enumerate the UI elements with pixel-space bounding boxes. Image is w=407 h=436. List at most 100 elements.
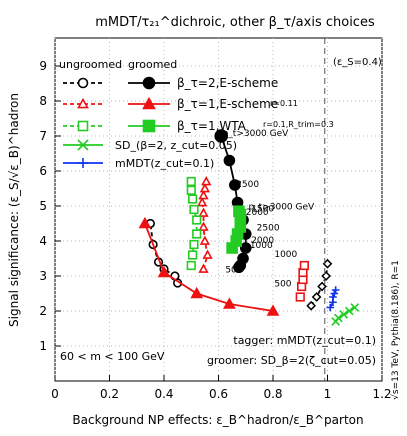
- data-point: [190, 286, 204, 299]
- data-point: [77, 120, 89, 132]
- legend-row: mMDT(z_cut=0.1): [63, 157, 214, 170]
- y-tick-label: 9: [39, 59, 47, 73]
- legend-label: SD_(β=2, z_cut=0.05): [115, 139, 237, 152]
- x-axis-label: Background NP effects: ε_B^hadron/ε_B^pa…: [72, 413, 363, 427]
- data-point: [223, 154, 236, 167]
- legend: β_τ=2,E-scheme β_τ=1,E-scheme β_τ=1,WTA SD_…: [63, 76, 278, 170]
- y-axis-label: Signal significance: (ε_S/√ε_B)^hadron: [7, 93, 21, 327]
- legend-header-ungroomed: ungroomed: [59, 58, 122, 71]
- pt-label: p_t>3000 GeV: [248, 203, 315, 213]
- pt-label: 1000: [250, 241, 273, 251]
- eps-s-label: (ε_S=0.4): [333, 57, 382, 68]
- side-label: √s=13 TeV, Pythia(8.186), R=1: [390, 260, 401, 400]
- y-tick-label: 1: [39, 339, 47, 353]
- data-point: [77, 77, 89, 89]
- data-point: [233, 205, 245, 218]
- data-point: [198, 221, 209, 231]
- x-tick-label: 0.4: [154, 387, 173, 401]
- data-point: [330, 289, 339, 298]
- axis-ticks: 0 0.2 0.4 0.6 0.8 1 1.2 1 2 3 4 5 6 7 8 9: [39, 59, 391, 401]
- pt-label: 1500: [251, 204, 274, 214]
- pt-label: p_t>3000 GeV: [223, 129, 290, 139]
- data-point: [196, 197, 208, 207]
- x-tick-label: 0: [51, 387, 59, 401]
- data-point: [329, 293, 337, 301]
- series-groomed: [138, 216, 280, 316]
- groomer-label: groomer: SD_β=2(ζ_cut=0.05): [207, 354, 376, 367]
- scheme-note: r=0.11: [270, 99, 298, 108]
- data-point: [233, 261, 245, 274]
- data-point: [186, 260, 196, 271]
- data-point: [192, 215, 202, 225]
- data-point: [239, 242, 252, 254]
- data-point: [138, 216, 152, 229]
- y-tick-label: 8: [39, 94, 47, 108]
- pt-label: 500: [274, 280, 291, 290]
- x-tick-label: 0.8: [263, 387, 282, 401]
- data-point: [229, 179, 241, 191]
- data-point: [344, 306, 354, 316]
- data-point: [77, 97, 89, 109]
- tagger-label: tagger: mMDT(z_cut=0.1): [233, 334, 376, 347]
- y-tick-label: 7: [39, 129, 47, 143]
- data-point: [186, 185, 196, 195]
- wta-note: r=0.1,R_trim=0.3: [263, 120, 334, 129]
- legend-header-groomed: groomed: [128, 58, 177, 71]
- data-point: [78, 158, 88, 168]
- series-tagger-right: [295, 260, 309, 302]
- pt-label: 2000: [246, 208, 269, 218]
- data-point: [317, 281, 327, 292]
- data-point: [334, 313, 343, 323]
- series-groomed: [226, 205, 247, 254]
- data-point: [198, 190, 209, 200]
- data-point: [142, 76, 156, 90]
- data-point: [266, 304, 280, 316]
- x-tick-label: 1: [324, 387, 332, 401]
- x-tick-label: 1.2: [372, 387, 391, 401]
- data-point: [189, 239, 199, 250]
- legend-label: β_τ=1,E-scheme: [177, 97, 278, 111]
- pt-label: 2000: [251, 236, 274, 246]
- pt-label: 500: [225, 266, 242, 276]
- y-tick-label: 5: [39, 199, 47, 213]
- data-point: [214, 129, 229, 143]
- x-tick-label: 0.6: [209, 387, 228, 401]
- series-ungroomed: [196, 176, 213, 273]
- data-point: [77, 139, 89, 151]
- data-point: [142, 96, 156, 110]
- legend-row: β_τ=2,E-scheme: [63, 76, 278, 90]
- data-point: [189, 204, 199, 215]
- data-point: [306, 300, 317, 311]
- series-other: [331, 303, 360, 326]
- data-point: [157, 265, 171, 278]
- chart-title: mMDT/τ₂₁^dichroic, other β_τ/axis choice…: [95, 15, 375, 30]
- y-tick-label: 4: [39, 234, 47, 248]
- pt-label: 2500: [236, 180, 259, 190]
- legend-label: mMDT(z_cut=0.1): [115, 157, 214, 170]
- pt-label: 1000: [274, 250, 297, 260]
- y-tick-label: 6: [39, 164, 47, 178]
- data-point: [339, 310, 349, 319]
- legend-label: β_τ=2,E-scheme: [177, 76, 278, 90]
- data-point: [326, 303, 335, 312]
- series-layer: [138, 129, 360, 326]
- x-tick-label: 0.2: [100, 387, 119, 401]
- data-point: [299, 260, 309, 271]
- y-tick-label: 2: [39, 304, 47, 318]
- data-point: [186, 176, 196, 187]
- data-point: [321, 271, 331, 281]
- legend-row: β_τ=1,E-scheme: [63, 96, 278, 111]
- data-point: [223, 297, 236, 309]
- data-point: [142, 119, 156, 133]
- legend-label: β_τ=1,WTA: [177, 119, 247, 133]
- y-tick-label: 3: [39, 269, 47, 283]
- data-point: [331, 286, 340, 294]
- data-point: [198, 207, 209, 217]
- legend-row: SD_(β=2, z_cut=0.05): [63, 139, 237, 152]
- legend-row: β_τ=1,WTA: [63, 119, 247, 133]
- data-point: [192, 229, 202, 239]
- data-point: [188, 194, 198, 204]
- pt-label: 2500: [257, 224, 280, 234]
